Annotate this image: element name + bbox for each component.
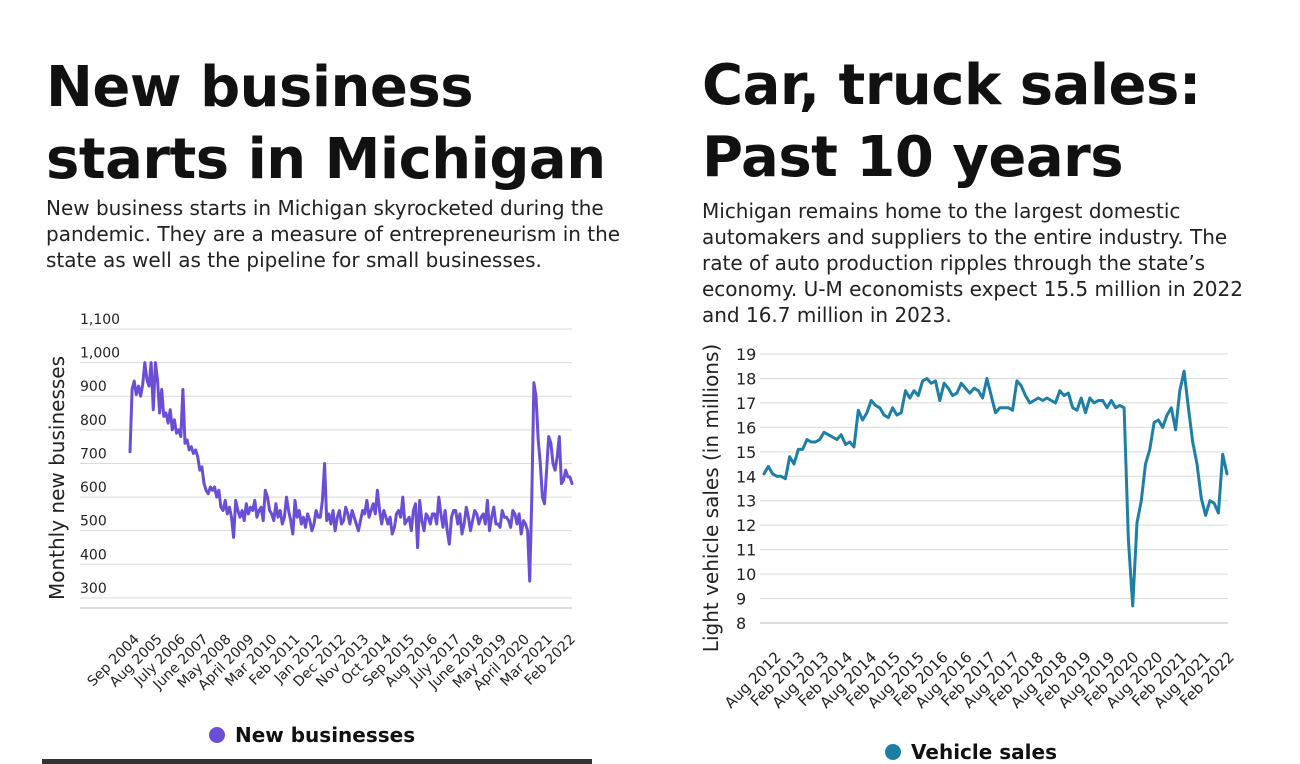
y-tick-label: 19 bbox=[736, 345, 756, 364]
right-chart-subtitle: Michigan remains home to the largest dom… bbox=[702, 199, 1243, 327]
y-tick-label: 15 bbox=[736, 443, 756, 462]
y-tick-label: 18 bbox=[736, 369, 756, 388]
y-axis-label: Light vehicle sales (in millions) bbox=[699, 344, 723, 652]
right-legend-swatch bbox=[885, 744, 901, 760]
left-legend: New businesses bbox=[209, 723, 415, 747]
y-tick-label: 500 bbox=[80, 514, 107, 530]
y-tick-label: 800 bbox=[80, 413, 107, 429]
y-tick-label: 14 bbox=[736, 467, 756, 486]
y-tick-label: 12 bbox=[736, 516, 756, 535]
left-legend-label: New businesses bbox=[235, 723, 416, 747]
right-line-chart: 8 9 10 11 12 13 14 15 16 17 18 19 Light vehicle sale… bbox=[699, 344, 1238, 712]
right-chart-panel: Car, truck sales: Past 10 years Michigan… bbox=[650, 0, 1300, 764]
y-tick-label: 9 bbox=[736, 590, 746, 609]
left-legend-swatch bbox=[209, 727, 225, 743]
right-legend-label: Vehicle sales bbox=[911, 740, 1058, 764]
y-tick-label: 17 bbox=[736, 394, 756, 413]
series-line bbox=[128, 361, 574, 583]
bottom-divider bbox=[42, 759, 592, 764]
left-chart-subtitle: New business starts in Michigan skyrocke… bbox=[46, 196, 621, 272]
y-axis-label: Monthly new businesses bbox=[45, 356, 69, 600]
y-tick-label: 900 bbox=[80, 379, 107, 395]
right-legend: Vehicle sales bbox=[885, 740, 1057, 764]
y-tick-label: 11 bbox=[736, 541, 756, 560]
left-chart-title: New business starts in Michigan bbox=[46, 55, 606, 192]
y-tick-label: 16 bbox=[736, 418, 756, 437]
y-tick-label: 400 bbox=[80, 547, 107, 563]
left-chart-panel: New business starts in Michigan New busi… bbox=[42, 55, 621, 764]
right-chart-title: Car, truck sales: Past 10 years bbox=[702, 53, 1201, 190]
y-tick-label: 8 bbox=[736, 614, 746, 633]
y-tick-label: 1,100 bbox=[80, 312, 120, 328]
left-line-chart: 300 400 500 600 700 800 900 1,000 1,100 Monthly n… bbox=[45, 312, 579, 694]
y-tick-label: 13 bbox=[736, 492, 756, 511]
y-tick-label: 10 bbox=[736, 565, 756, 584]
series-line bbox=[762, 369, 1229, 608]
y-tick-label: 600 bbox=[80, 480, 107, 496]
y-tick-label: 1,000 bbox=[80, 346, 120, 362]
y-tick-label: 300 bbox=[80, 581, 107, 597]
y-tick-label: 700 bbox=[80, 446, 107, 462]
